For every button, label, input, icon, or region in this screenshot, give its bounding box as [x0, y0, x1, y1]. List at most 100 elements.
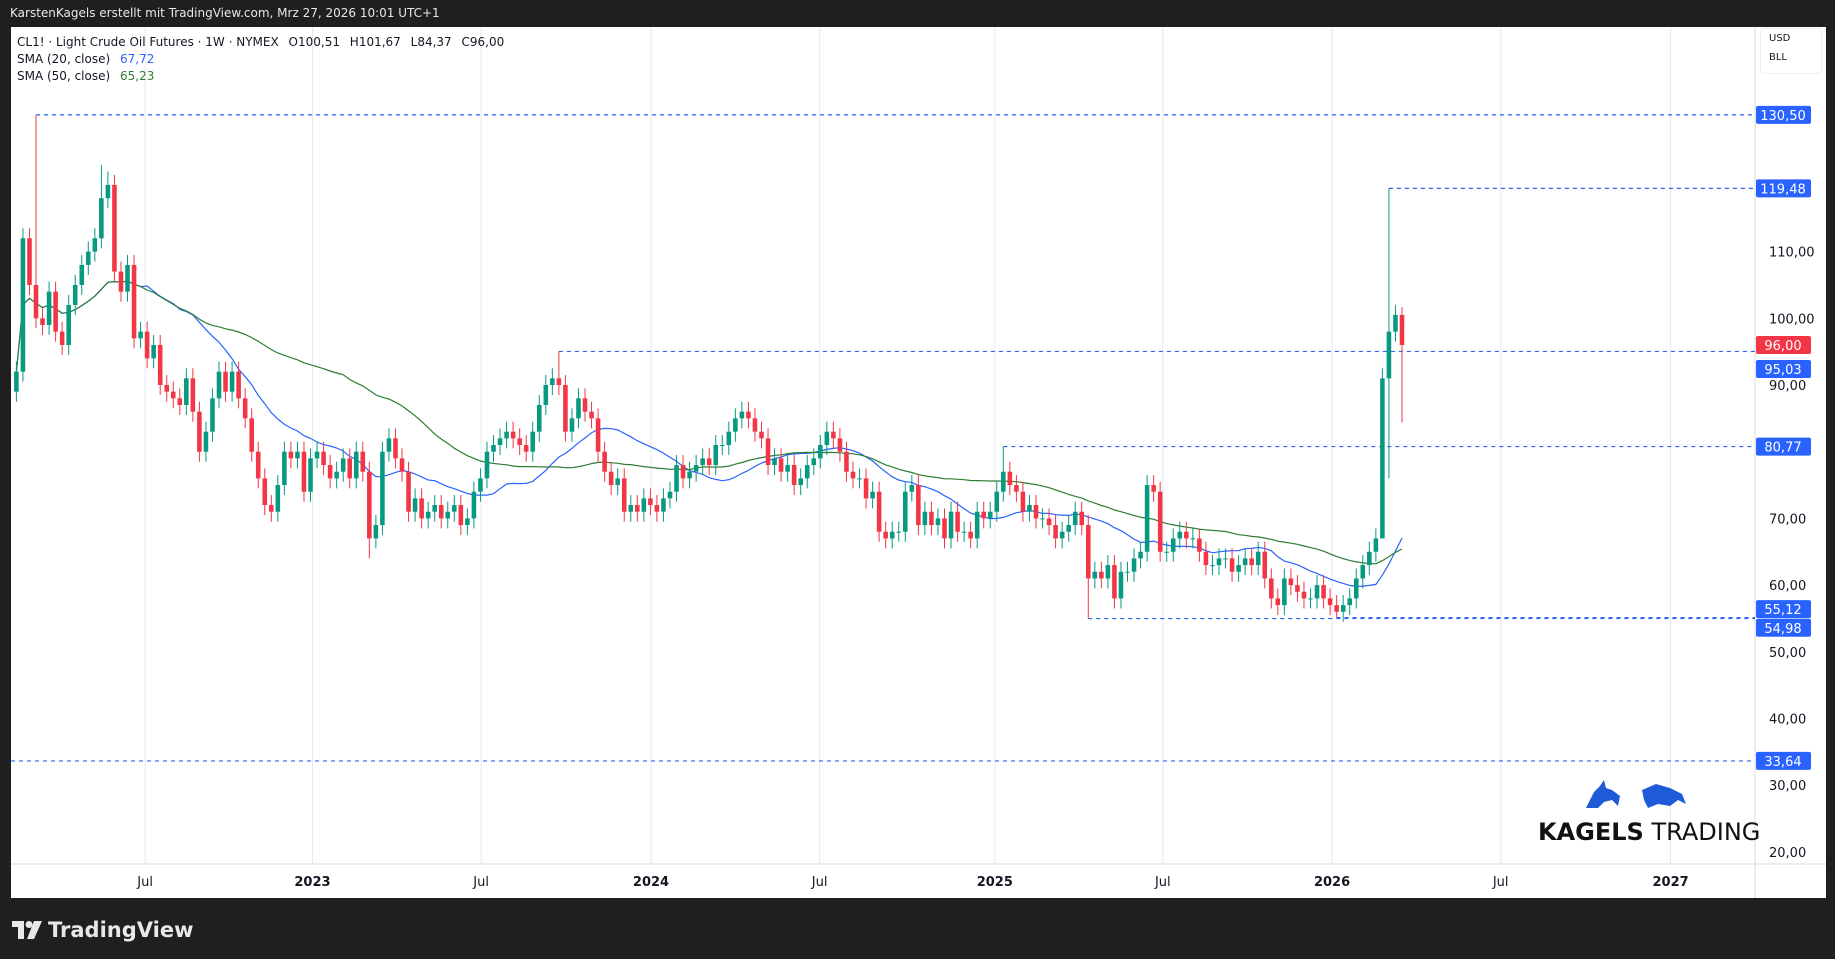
- candle-body: [1347, 598, 1353, 606]
- candle-down: [589, 401, 594, 429]
- price-tick-label: 90,00: [1769, 379, 1806, 394]
- candle-body: [504, 431, 509, 439]
- candle-up: [308, 448, 313, 502]
- candle-up: [66, 294, 71, 355]
- candle-body: [1399, 314, 1405, 345]
- chart-legend: CL1! · Light Crude Oil Futures · 1W · NY…: [17, 34, 504, 85]
- candle-body: [791, 465, 797, 486]
- candle-body: [33, 284, 39, 319]
- candle-body: [399, 458, 405, 472]
- candle-body: [902, 491, 908, 532]
- candle-down: [1295, 575, 1300, 602]
- candle-up: [700, 448, 705, 476]
- sma20-legend-row[interactable]: SMA (20, close) 67,72: [17, 51, 504, 68]
- level-price-label-bg: [1756, 179, 1811, 198]
- candle-up: [530, 421, 536, 462]
- level-price-label-bg: [1756, 618, 1811, 637]
- candle-body: [837, 438, 843, 452]
- candle-up: [1367, 541, 1372, 576]
- time-tick-label: 2025: [977, 875, 1013, 890]
- candle-down: [602, 441, 607, 482]
- candle-up: [203, 421, 209, 462]
- candle-up: [184, 368, 189, 416]
- candle-body: [569, 418, 575, 432]
- candle-body: [641, 498, 647, 512]
- candle-body: [968, 531, 973, 539]
- candle-body: [242, 398, 248, 419]
- candle-body: [615, 478, 620, 486]
- candle-body: [275, 485, 281, 512]
- candle-body: [269, 505, 274, 512]
- candle-up: [386, 428, 392, 462]
- candle-up: [275, 475, 281, 522]
- candle-up: [314, 441, 320, 469]
- time-tick-label: Jul: [1492, 875, 1509, 890]
- candle-down: [1229, 548, 1235, 582]
- candle-body: [974, 511, 980, 539]
- candle-body: [412, 498, 418, 512]
- tradingview-brand[interactable]: TradingView: [12, 918, 193, 942]
- candle-down: [347, 448, 353, 489]
- candle-body: [948, 511, 954, 539]
- candle-body: [517, 438, 522, 446]
- candle-body: [589, 411, 594, 419]
- candle-up: [1138, 541, 1143, 569]
- candle-up: [687, 461, 692, 489]
- candle-body: [543, 385, 549, 406]
- candle-down: [1268, 568, 1274, 609]
- candle-up: [1223, 548, 1228, 569]
- candle-body: [92, 238, 98, 252]
- candle-body: [1170, 538, 1176, 552]
- price-tick-label: 30,00: [1769, 779, 1806, 794]
- candle-body: [621, 478, 627, 512]
- candle-body: [99, 198, 104, 239]
- candle-body: [314, 451, 320, 459]
- candle-body: [406, 471, 411, 512]
- level-price-label: 80,77: [1764, 441, 1801, 456]
- candle-body: [785, 465, 790, 472]
- candle-body: [550, 378, 555, 385]
- candle-body: [1027, 505, 1032, 512]
- sma50-legend-row[interactable]: SMA (50, close) 65,23: [17, 68, 504, 85]
- currency-unit-button[interactable]: USD BLL: [1760, 28, 1822, 74]
- candle-up: [1144, 475, 1150, 562]
- candle-body: [713, 445, 719, 466]
- level-price-label-bg: [1756, 359, 1811, 378]
- candle-body: [987, 511, 993, 519]
- candle-down: [765, 428, 771, 476]
- candle-body: [981, 511, 986, 519]
- candle-down: [144, 321, 150, 369]
- candle-down: [1157, 481, 1163, 562]
- candlestick-chart[interactable]: Jul 2023 Jul 2024 Jul 2025 Jul 2026 Jul 2027 110,0…: [11, 27, 1826, 898]
- candle-body: [759, 431, 764, 439]
- candle-down: [929, 501, 934, 536]
- candle-down: [327, 455, 333, 489]
- price-tick-label: 70,00: [1769, 512, 1806, 527]
- chart-panel[interactable]: Jul 2023 Jul 2024 Jul 2025 Jul 2026 Jul 2027 110,0…: [11, 27, 1826, 898]
- candle-down: [27, 228, 32, 295]
- candle-body: [46, 291, 52, 325]
- candle-body: [229, 371, 235, 392]
- symbol-title: CL1! · Light Crude Oil Futures · 1W · NY…: [17, 35, 279, 49]
- tradingview-logo-icon: [12, 921, 42, 939]
- candle-body: [922, 511, 928, 526]
- symbol-legend-row[interactable]: CL1! · Light Crude Oil Futures · 1W · NY…: [17, 34, 504, 51]
- candle-body: [1275, 598, 1281, 606]
- sma20-line: [15, 280, 1403, 588]
- candle-up: [1170, 528, 1176, 562]
- candle-body: [883, 531, 888, 539]
- candle-body: [1033, 505, 1039, 519]
- candle-down: [981, 501, 986, 529]
- candle-body: [733, 418, 738, 432]
- candle-up: [138, 321, 143, 349]
- candle-up: [1373, 528, 1379, 562]
- candle-body: [1079, 511, 1085, 526]
- level-price-label: 130,50: [1760, 109, 1806, 124]
- candle-body: [1125, 571, 1130, 573]
- level-price-label-bg: [1756, 751, 1811, 770]
- candle-body: [674, 465, 679, 492]
- last-price-label-bg: [1756, 335, 1811, 354]
- candle-down: [1327, 588, 1333, 616]
- candle-body: [563, 385, 568, 432]
- candle-body: [778, 458, 784, 472]
